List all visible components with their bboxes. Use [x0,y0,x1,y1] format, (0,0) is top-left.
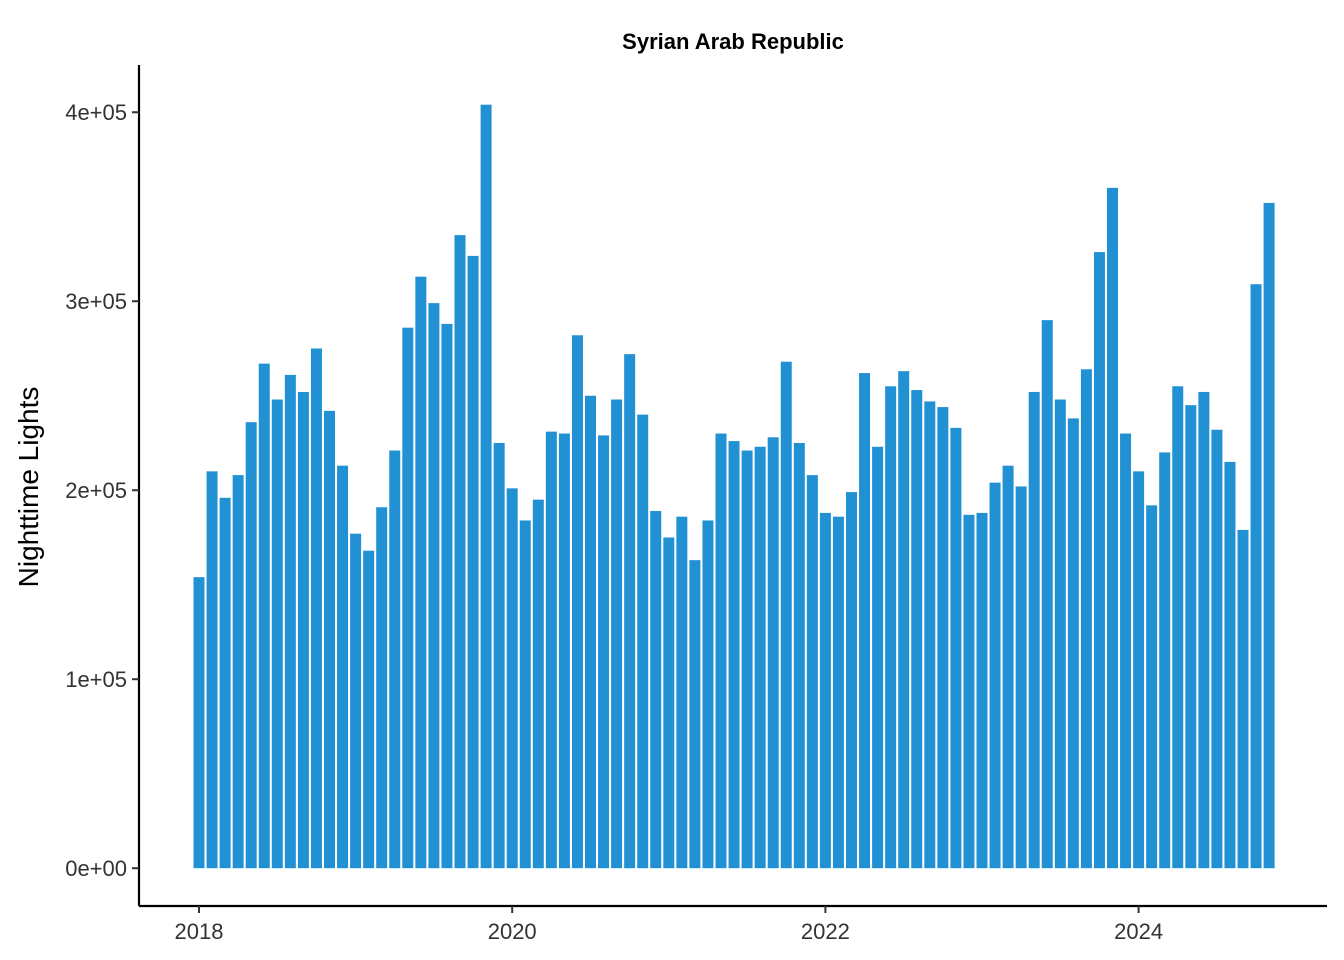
bar [558,433,570,869]
bar [284,374,296,869]
bar [793,442,805,869]
bar [1237,529,1249,869]
bar [598,435,610,869]
y-tick-label: 1e+05 [65,667,127,692]
bar [898,371,910,869]
bar [193,577,205,869]
x-tick-label: 2020 [488,919,537,944]
bar [428,303,440,869]
bar [924,401,936,869]
y-tick-label: 0e+00 [65,856,127,881]
bar [245,422,257,869]
bar [1041,320,1053,869]
bar [545,431,557,869]
bar [885,386,897,869]
bar [324,410,335,869]
bar [1211,429,1223,869]
bar [271,399,283,869]
bar [611,399,623,869]
bar [963,514,975,869]
bar [780,361,792,869]
bar [806,475,818,869]
bar [337,465,349,869]
bar [310,348,322,869]
bar [689,560,701,869]
y-tick-label: 2e+05 [65,478,127,503]
y-tick-label: 3e+05 [65,289,127,314]
bar [950,427,962,869]
bar [1120,433,1132,869]
bar [585,395,596,869]
bar [1028,391,1040,869]
bar [297,391,309,869]
bar [258,363,270,869]
x-tick-label: 2022 [801,919,850,944]
bar [480,104,492,869]
bar [1146,505,1158,869]
y-axis-label: Nighttime Lights [13,387,44,588]
bar [1185,405,1197,869]
y-tick-label: 4e+05 [65,100,127,125]
bar [650,511,662,869]
bar [1067,418,1079,869]
bar [1198,391,1210,869]
bar [350,533,362,869]
bar [846,492,857,869]
chart-title: Syrian Arab Republic [622,29,844,54]
bar [819,512,831,869]
bar [976,512,988,869]
bar [663,537,675,869]
bar [389,450,401,869]
bar [402,327,414,869]
bar [506,488,518,869]
bar [1015,486,1027,869]
bar [1002,465,1014,869]
bar [532,499,544,869]
bar [728,441,740,869]
bar [232,475,244,869]
bar [624,354,636,869]
bar [1250,284,1262,869]
bar [741,450,753,869]
bar [1133,471,1145,869]
bar [1093,252,1105,869]
bar [859,373,871,869]
bars [193,104,1275,869]
bar [637,414,649,869]
bar [454,235,466,869]
bar [1172,386,1184,869]
bar [493,442,505,869]
bar [206,471,218,869]
bar [1080,369,1092,869]
bar [937,407,949,869]
x-tick-label: 2018 [175,919,224,944]
x-tick-label: 2024 [1114,919,1163,944]
bar [571,335,583,869]
bar [872,446,884,869]
bar [1263,202,1275,869]
bar [832,516,844,869]
bar [363,550,375,869]
bar [702,520,714,869]
bar [441,323,453,869]
bar [676,516,688,869]
bar [376,507,388,869]
bar [415,276,427,869]
bar [1159,452,1171,869]
bar [989,482,1001,869]
bar [715,433,727,869]
bar [519,520,531,869]
bar [767,437,779,869]
bar [911,390,923,869]
bar [754,446,766,869]
bar [1107,187,1118,869]
y-axis: 0e+00 1e+05 2e+05 3e+05 4e+05 [65,65,141,906]
x-axis: 2018 2020 2022 2024 [139,904,1327,944]
bar [1224,461,1236,869]
bar [467,255,479,869]
bar [1054,399,1066,869]
bar [219,497,231,869]
